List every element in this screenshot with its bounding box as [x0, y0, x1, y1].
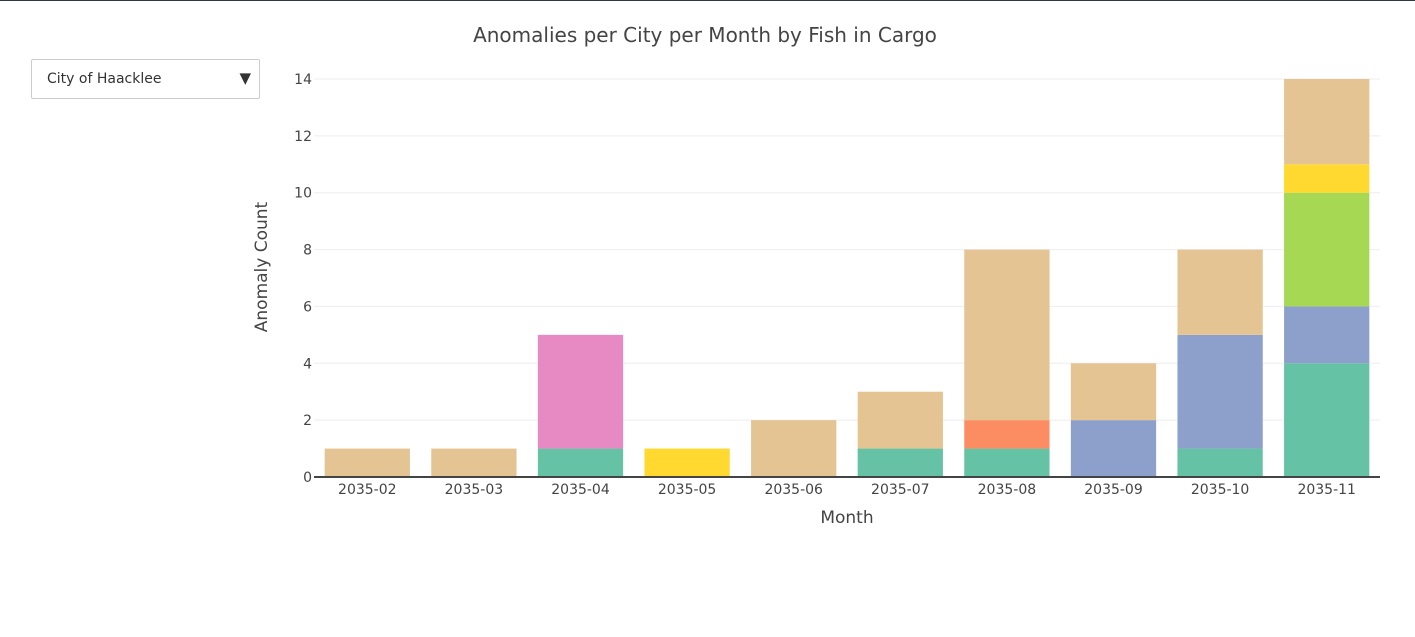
- y-tick-label: 2: [303, 413, 312, 429]
- bar-segment[interactable]: [857, 391, 943, 449]
- bars: [324, 79, 1370, 477]
- x-tick-label: 2035-11: [1297, 482, 1356, 498]
- bar-segment[interactable]: [964, 420, 1050, 449]
- bar-segment[interactable]: [1284, 192, 1370, 307]
- bar-segment[interactable]: [1284, 306, 1370, 364]
- bar-segment[interactable]: [1177, 249, 1263, 335]
- x-tick-label: 2035-08: [978, 482, 1037, 498]
- top-border: [0, 0, 1415, 1]
- x-tick-label: 2035-06: [764, 482, 823, 498]
- y-tick-label: 0: [303, 470, 312, 486]
- y-axis-title: Anomaly Count: [252, 201, 272, 332]
- bar-segment[interactable]: [1070, 363, 1157, 421]
- bar-segment[interactable]: [1284, 164, 1370, 193]
- x-tick-label: 2035-05: [658, 482, 717, 498]
- bar-segment[interactable]: [857, 448, 943, 477]
- y-tick-label: 12: [294, 129, 312, 145]
- bar-segment[interactable]: [1177, 448, 1263, 477]
- x-tick-label: 2035-09: [1084, 482, 1143, 498]
- bar-segment[interactable]: [964, 448, 1050, 477]
- axes: 0 2 4 6 8 10 12 14 2035-02 2035-03 2035-04 2035-05 2…: [294, 72, 1380, 498]
- y-tick-label: 4: [303, 356, 312, 372]
- x-axis-title: Month: [820, 508, 873, 528]
- bar-segment[interactable]: [324, 448, 410, 477]
- bar-segment[interactable]: [1070, 420, 1157, 477]
- x-tick-label: 2035-04: [551, 482, 610, 498]
- x-tick-label: 2035-10: [1191, 482, 1250, 498]
- bar-segment[interactable]: [751, 420, 837, 477]
- x-tick-label: 2035-02: [338, 482, 397, 498]
- bar-segment[interactable]: [537, 448, 624, 477]
- x-tick-label: 2035-07: [871, 482, 930, 498]
- bar-segment[interactable]: [1177, 334, 1263, 449]
- bar-segment[interactable]: [964, 249, 1050, 421]
- x-tick-label: 2035-03: [445, 482, 504, 498]
- y-tick-label: 14: [294, 72, 312, 88]
- y-tick-label: 10: [294, 186, 312, 202]
- chevron-down-icon: ▼: [239, 69, 251, 87]
- bar-segment[interactable]: [1284, 363, 1370, 477]
- city-select-dropdown[interactable]: City of Haacklee ▼: [31, 59, 260, 99]
- city-select-value: City of Haacklee: [47, 71, 162, 87]
- bar-segment[interactable]: [431, 448, 517, 477]
- y-tick-label: 6: [303, 299, 312, 315]
- bar-segment[interactable]: [537, 334, 624, 449]
- chart-title: Anomalies per City per Month by Fish in …: [473, 23, 937, 47]
- y-tick-label: 8: [303, 243, 312, 259]
- bar-segment[interactable]: [644, 448, 730, 477]
- bar-segment[interactable]: [1284, 79, 1370, 165]
